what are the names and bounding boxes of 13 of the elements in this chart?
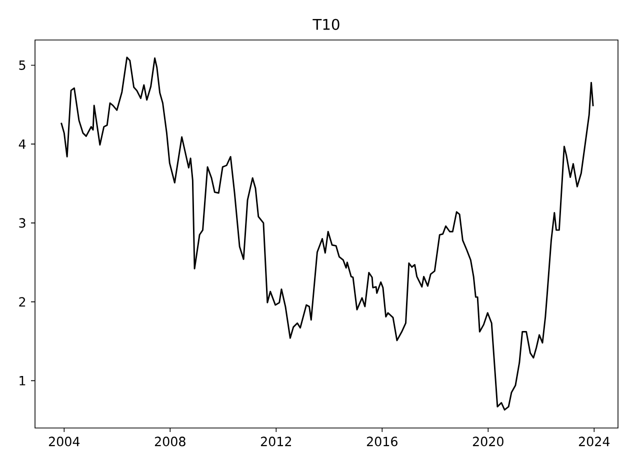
- chart-title: T10: [312, 18, 340, 30]
- y-tick-label: 3: [19, 218, 26, 228]
- x-tick-label: 2004: [48, 436, 80, 446]
- x-tick-label: 2024: [578, 436, 610, 446]
- x-tick-label: 2020: [472, 436, 504, 446]
- y-tick-label: 1: [20, 376, 26, 386]
- x-tick-label: 2012: [260, 436, 291, 446]
- x-tick-label: 2008: [154, 436, 186, 446]
- x-tick-label: 2016: [366, 436, 398, 446]
- line-series: [60, 56, 594, 411]
- y-tick-label: 2: [19, 297, 26, 307]
- y-tick-label: 4: [18, 139, 26, 149]
- y-tick-label: 5: [19, 60, 26, 70]
